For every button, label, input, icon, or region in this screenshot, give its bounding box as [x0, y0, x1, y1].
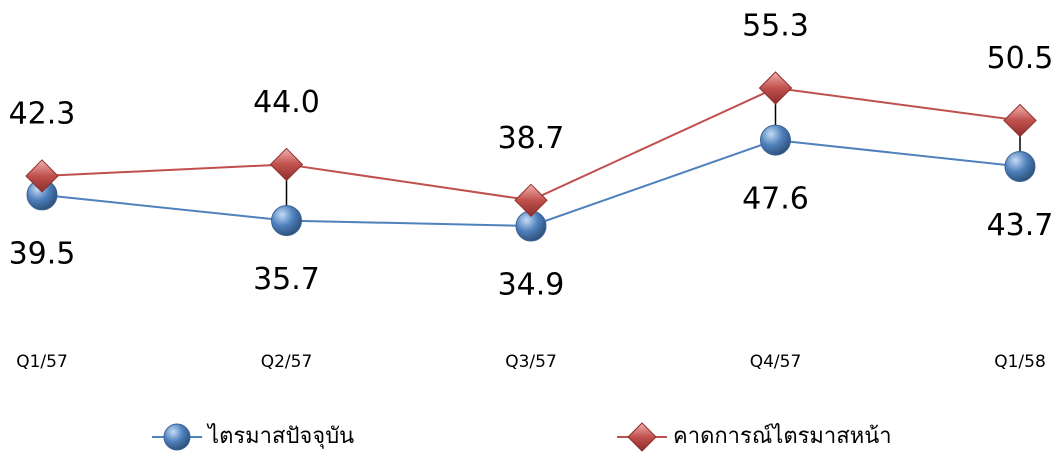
- marker: [760, 124, 791, 156]
- marker: [1003, 103, 1037, 138]
- legend-marker: [627, 422, 657, 452]
- data-label: 55.3: [742, 9, 809, 44]
- legend-label: ไตรมาสปัจจุบัน: [206, 423, 354, 449]
- legend-marker: [163, 423, 191, 451]
- data-label: 47.6: [742, 182, 809, 217]
- legend-item: คาดการณ์ไตรมาสหน้า: [617, 422, 892, 452]
- marker: [1004, 150, 1036, 182]
- marker: [271, 205, 302, 237]
- marker: [758, 71, 793, 105]
- data-label: 43.7: [987, 208, 1054, 243]
- data-label: 42.3: [9, 96, 76, 131]
- legend-item: ไตรมาสปัจจุบัน: [152, 423, 354, 451]
- x-tick-label: Q1/57: [16, 352, 68, 372]
- data-label: 44.0: [253, 85, 320, 120]
- data-label: 38.7: [498, 121, 565, 156]
- marker: [25, 159, 59, 193]
- x-tick-label: Q1/58: [994, 352, 1046, 372]
- x-tick-label: Q3/57: [505, 352, 557, 372]
- x-tick-label: Q2/57: [261, 352, 313, 372]
- data-label: 34.9: [498, 268, 565, 303]
- legend-label: คาดการณ์ไตรมาสหน้า: [673, 423, 892, 449]
- x-tick-label: Q4/57: [750, 352, 802, 372]
- marker: [514, 183, 548, 218]
- data-label: 50.5: [987, 41, 1054, 76]
- data-label: 39.5: [9, 236, 76, 271]
- data-label: 35.7: [253, 262, 320, 297]
- marker: [269, 147, 304, 182]
